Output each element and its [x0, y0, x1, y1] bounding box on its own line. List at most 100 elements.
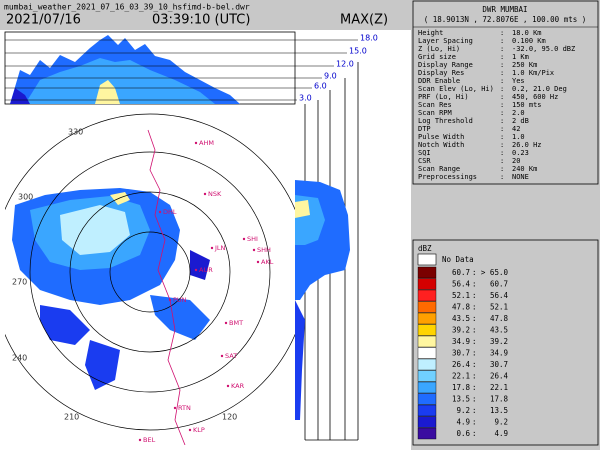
- ppi: AHM NSK DHL SHI SHH JLN AKL AUR PUN BMT SAT KAR RTN K…: [5, 113, 295, 445]
- info-key: Layer Spacing: [418, 37, 473, 45]
- height-label: 6.0: [314, 82, 327, 91]
- info-key: DDR Enable: [418, 77, 460, 85]
- azimuth-label: 330: [68, 128, 83, 137]
- legend-from: 17.8: [452, 383, 471, 392]
- info-sep: :: [500, 53, 504, 61]
- info-value: 0.23: [512, 149, 529, 157]
- station-label: JLN: [214, 244, 226, 252]
- legend-from: 13.5: [452, 395, 470, 404]
- date: 2021/07/16: [6, 13, 81, 28]
- info-value: 42: [512, 125, 520, 133]
- info-value: 1 Km: [512, 53, 529, 61]
- info-key: Z (Lo, Hi): [418, 45, 460, 53]
- info-key: SQI: [418, 149, 431, 157]
- station-marker: [224, 321, 228, 325]
- station-label: AKL: [261, 258, 274, 266]
- info-value: -32.0, 95.0 dBZ: [512, 45, 575, 53]
- legend-swatch: [417, 427, 437, 440]
- legend-from: 39.2: [452, 326, 470, 335]
- legend-from: 30.7: [452, 349, 470, 358]
- legend-swatch: [417, 324, 437, 336]
- info-value: 1.0: [512, 133, 525, 141]
- legend-to: > 65.0: [481, 268, 509, 277]
- station-marker: [210, 246, 214, 250]
- station-label: PUN: [173, 296, 187, 304]
- legend-to: 9.2: [494, 418, 508, 427]
- station-label: SAT: [225, 352, 237, 360]
- station-marker: [173, 406, 177, 410]
- legend-sep: :: [472, 372, 477, 381]
- station-label: SHH: [257, 246, 271, 254]
- info-key: Log Threshold: [418, 117, 473, 125]
- legend-to: 47.8: [490, 314, 509, 323]
- info-value: Yes: [512, 77, 525, 85]
- legend-swatch: [417, 370, 437, 382]
- height-label: 18.0: [360, 34, 378, 43]
- info-value: 1.0 Km/Pix: [512, 69, 554, 77]
- station-marker: [188, 428, 192, 432]
- legend-swatch: [417, 404, 437, 417]
- station-label: AUR: [199, 266, 213, 274]
- info-value: 240 Km: [512, 165, 537, 173]
- time: 03:39:10 (UTC): [152, 13, 250, 28]
- legend-sep: :: [472, 291, 477, 300]
- legend-sep: :: [472, 406, 477, 415]
- info-key: Display Res: [418, 69, 464, 77]
- station-marker: [220, 354, 224, 358]
- legend-to: 17.8: [490, 395, 509, 404]
- info-value: 150 mts: [512, 101, 542, 109]
- legend-swatch: [417, 278, 437, 290]
- info-key: Scan Range: [418, 165, 460, 173]
- side-section: [295, 62, 407, 445]
- info-sep: :: [500, 61, 504, 69]
- legend-sep: :: [472, 268, 477, 277]
- info-sep: :: [500, 77, 504, 85]
- info-value: 20: [512, 157, 520, 165]
- info-key: Height: [418, 29, 443, 37]
- legend-title: dBZ: [418, 244, 432, 253]
- legend-swatch: [417, 416, 437, 428]
- azimuth-label: 240: [12, 354, 27, 363]
- legend-to: 34.9: [490, 349, 508, 358]
- legend-sep: :: [472, 360, 477, 369]
- info-sep: :: [500, 173, 504, 181]
- info-panel: DWR MUMBAI ( 18.9013N , 72.8076E , 100.0…: [411, 0, 600, 450]
- info-value: 2 dB: [512, 117, 529, 125]
- station-marker: [203, 192, 207, 196]
- station-marker: [252, 248, 256, 252]
- legend-sep: :: [472, 383, 477, 392]
- info-key: CSR: [418, 157, 431, 165]
- height-label: 15.0: [349, 47, 367, 56]
- legend-from: 34.9: [452, 337, 470, 346]
- product: MAX(Z): [340, 13, 388, 28]
- legend-sep: :: [472, 280, 477, 289]
- azimuth-label: 300: [18, 193, 33, 202]
- station-marker: [256, 260, 260, 264]
- legend-sep: :: [472, 418, 477, 427]
- info-sep: :: [500, 101, 504, 109]
- legend-sep: :: [472, 326, 477, 335]
- station-label: AHM: [199, 139, 214, 147]
- legend-to: 4.9: [494, 429, 508, 438]
- info-value: 0.2, 21.0 Deg: [512, 85, 567, 93]
- station-marker: [158, 210, 162, 214]
- azimuth-labels: 330 300 270 240 210 120: [12, 128, 237, 422]
- station-label: BEL: [143, 436, 156, 444]
- legend-from: 43.5: [452, 314, 470, 323]
- legend-swatch: [417, 393, 437, 405]
- info-key: Scan Res: [418, 101, 452, 109]
- legend-swatch: [417, 312, 437, 325]
- legend-swatch: [417, 335, 437, 348]
- legend-from: 0.6: [456, 429, 470, 438]
- info-value: 0.100 Km: [512, 37, 546, 45]
- legend-swatch: [417, 381, 437, 394]
- no-data-label: No Data: [442, 255, 474, 264]
- info-value: 26.0 Hz: [512, 141, 542, 149]
- info-key: Pulse Width: [418, 133, 464, 141]
- legend-to: 30.7: [490, 360, 508, 369]
- info-value: 2.0: [512, 109, 525, 117]
- info-sep: :: [500, 109, 504, 117]
- info-sep: :: [500, 133, 504, 141]
- info-sep: :: [500, 117, 504, 125]
